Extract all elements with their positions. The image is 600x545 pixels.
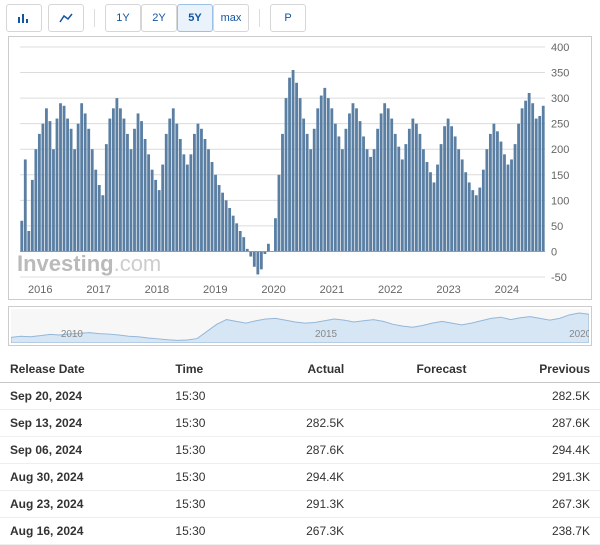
- cell-date: Sep 20, 2024: [0, 383, 165, 410]
- svg-text:2016: 2016: [28, 284, 52, 296]
- cell-actual: [253, 383, 354, 410]
- cell-date: Aug 16, 2024: [0, 518, 165, 545]
- svg-text:2010: 2010: [61, 329, 84, 340]
- cell-actual: 267.3K: [253, 518, 354, 545]
- cell-time: 15:30: [165, 410, 252, 437]
- svg-text:300: 300: [551, 93, 569, 105]
- bar-chart-icon: [17, 12, 31, 24]
- range-selector[interactable]: 2010 2015 2020: [8, 306, 592, 346]
- svg-text:2015: 2015: [315, 329, 338, 340]
- toolbar-separator: [94, 9, 95, 27]
- range-1y-button[interactable]: 1Y: [105, 4, 141, 32]
- p-button[interactable]: P: [270, 4, 306, 32]
- svg-text:2023: 2023: [436, 284, 460, 296]
- svg-text:0: 0: [551, 246, 557, 258]
- table-row[interactable]: Aug 23, 202415:30291.3K 267.3K: [0, 491, 600, 518]
- range-max-button[interactable]: max: [213, 4, 249, 32]
- table-row[interactable]: Sep 06, 202415:30287.6K 294.4K: [0, 437, 600, 464]
- chart-toolbar: 1Y2Y5Ymax P: [0, 0, 600, 36]
- svg-text:350: 350: [551, 68, 569, 80]
- col-release-date[interactable]: Release Date: [0, 356, 165, 383]
- range-5y-button[interactable]: 5Y: [177, 4, 213, 32]
- toolbar-separator: [259, 9, 260, 27]
- cell-forecast: [354, 491, 476, 518]
- cell-actual: 294.4K: [253, 464, 354, 491]
- cell-date: Sep 06, 2024: [0, 437, 165, 464]
- svg-text:-50: -50: [551, 272, 567, 284]
- svg-text:2024: 2024: [495, 284, 519, 296]
- svg-text:2022: 2022: [378, 284, 402, 296]
- svg-text:2021: 2021: [320, 284, 344, 296]
- cell-previous: 282.5K: [476, 383, 600, 410]
- cell-forecast: [354, 464, 476, 491]
- svg-text:2020: 2020: [261, 284, 285, 296]
- svg-text:2020: 2020: [569, 329, 589, 340]
- col-actual[interactable]: Actual: [253, 356, 354, 383]
- table-row[interactable]: Aug 16, 202415:30267.3K 238.7K: [0, 518, 600, 545]
- table-row[interactable]: Sep 20, 202415:30 282.5K: [0, 383, 600, 410]
- cell-time: 15:30: [165, 383, 252, 410]
- svg-text:400: 400: [551, 42, 569, 54]
- table-row[interactable]: Sep 13, 202415:30282.5K 287.6K: [0, 410, 600, 437]
- line-chart-icon: [59, 12, 73, 24]
- cell-date: Aug 30, 2024: [0, 464, 165, 491]
- cell-forecast: [354, 383, 476, 410]
- svg-text:150: 150: [551, 170, 569, 182]
- range-2y-button[interactable]: 2Y: [141, 4, 177, 32]
- cell-forecast: [354, 518, 476, 545]
- col-previous[interactable]: Previous: [476, 356, 600, 383]
- svg-text:100: 100: [551, 195, 569, 207]
- svg-text:2017: 2017: [86, 284, 110, 296]
- chart-type-bar-button[interactable]: [6, 4, 42, 32]
- cell-actual: 291.3K: [253, 491, 354, 518]
- cell-time: 15:30: [165, 491, 252, 518]
- svg-text:2018: 2018: [145, 284, 169, 296]
- svg-text:200: 200: [551, 144, 569, 156]
- svg-text:2019: 2019: [203, 284, 227, 296]
- cell-previous: 238.7K: [476, 518, 600, 545]
- table-row[interactable]: Aug 30, 202415:30294.4K 291.3K: [0, 464, 600, 491]
- table-header-row: Release DateTimeActualForecastPrevious: [0, 356, 600, 383]
- cell-previous: 267.3K: [476, 491, 600, 518]
- cell-actual: 282.5K: [253, 410, 354, 437]
- range-canvas[interactable]: 2010 2015 2020: [11, 309, 589, 343]
- cell-previous: 291.3K: [476, 464, 600, 491]
- cell-actual: 287.6K: [253, 437, 354, 464]
- main-chart: -50 0 50 100 150 200 250 300 350 400 2016 2017 2018 2…: [8, 36, 592, 300]
- svg-text:250: 250: [551, 119, 569, 131]
- chart-canvas[interactable]: -50 0 50 100 150 200 250 300 350 400 2016 2017 2018 2…: [9, 37, 591, 299]
- table-body: Sep 20, 202415:30282.5KSep 13, 202415:30…: [0, 383, 600, 545]
- chart-type-line-button[interactable]: [48, 4, 84, 32]
- cell-previous: 294.4K: [476, 437, 600, 464]
- cell-previous: 287.6K: [476, 410, 600, 437]
- cell-time: 15:30: [165, 464, 252, 491]
- col-forecast[interactable]: Forecast: [354, 356, 476, 383]
- svg-text:50: 50: [551, 221, 563, 233]
- data-table: Release DateTimeActualForecastPrevious S…: [0, 356, 600, 545]
- range-buttons: 1Y2Y5Ymax: [105, 4, 249, 32]
- cell-time: 15:30: [165, 437, 252, 464]
- cell-time: 15:30: [165, 518, 252, 545]
- cell-forecast: [354, 437, 476, 464]
- col-time[interactable]: Time: [165, 356, 252, 383]
- cell-date: Aug 23, 2024: [0, 491, 165, 518]
- cell-date: Sep 13, 2024: [0, 410, 165, 437]
- cell-forecast: [354, 410, 476, 437]
